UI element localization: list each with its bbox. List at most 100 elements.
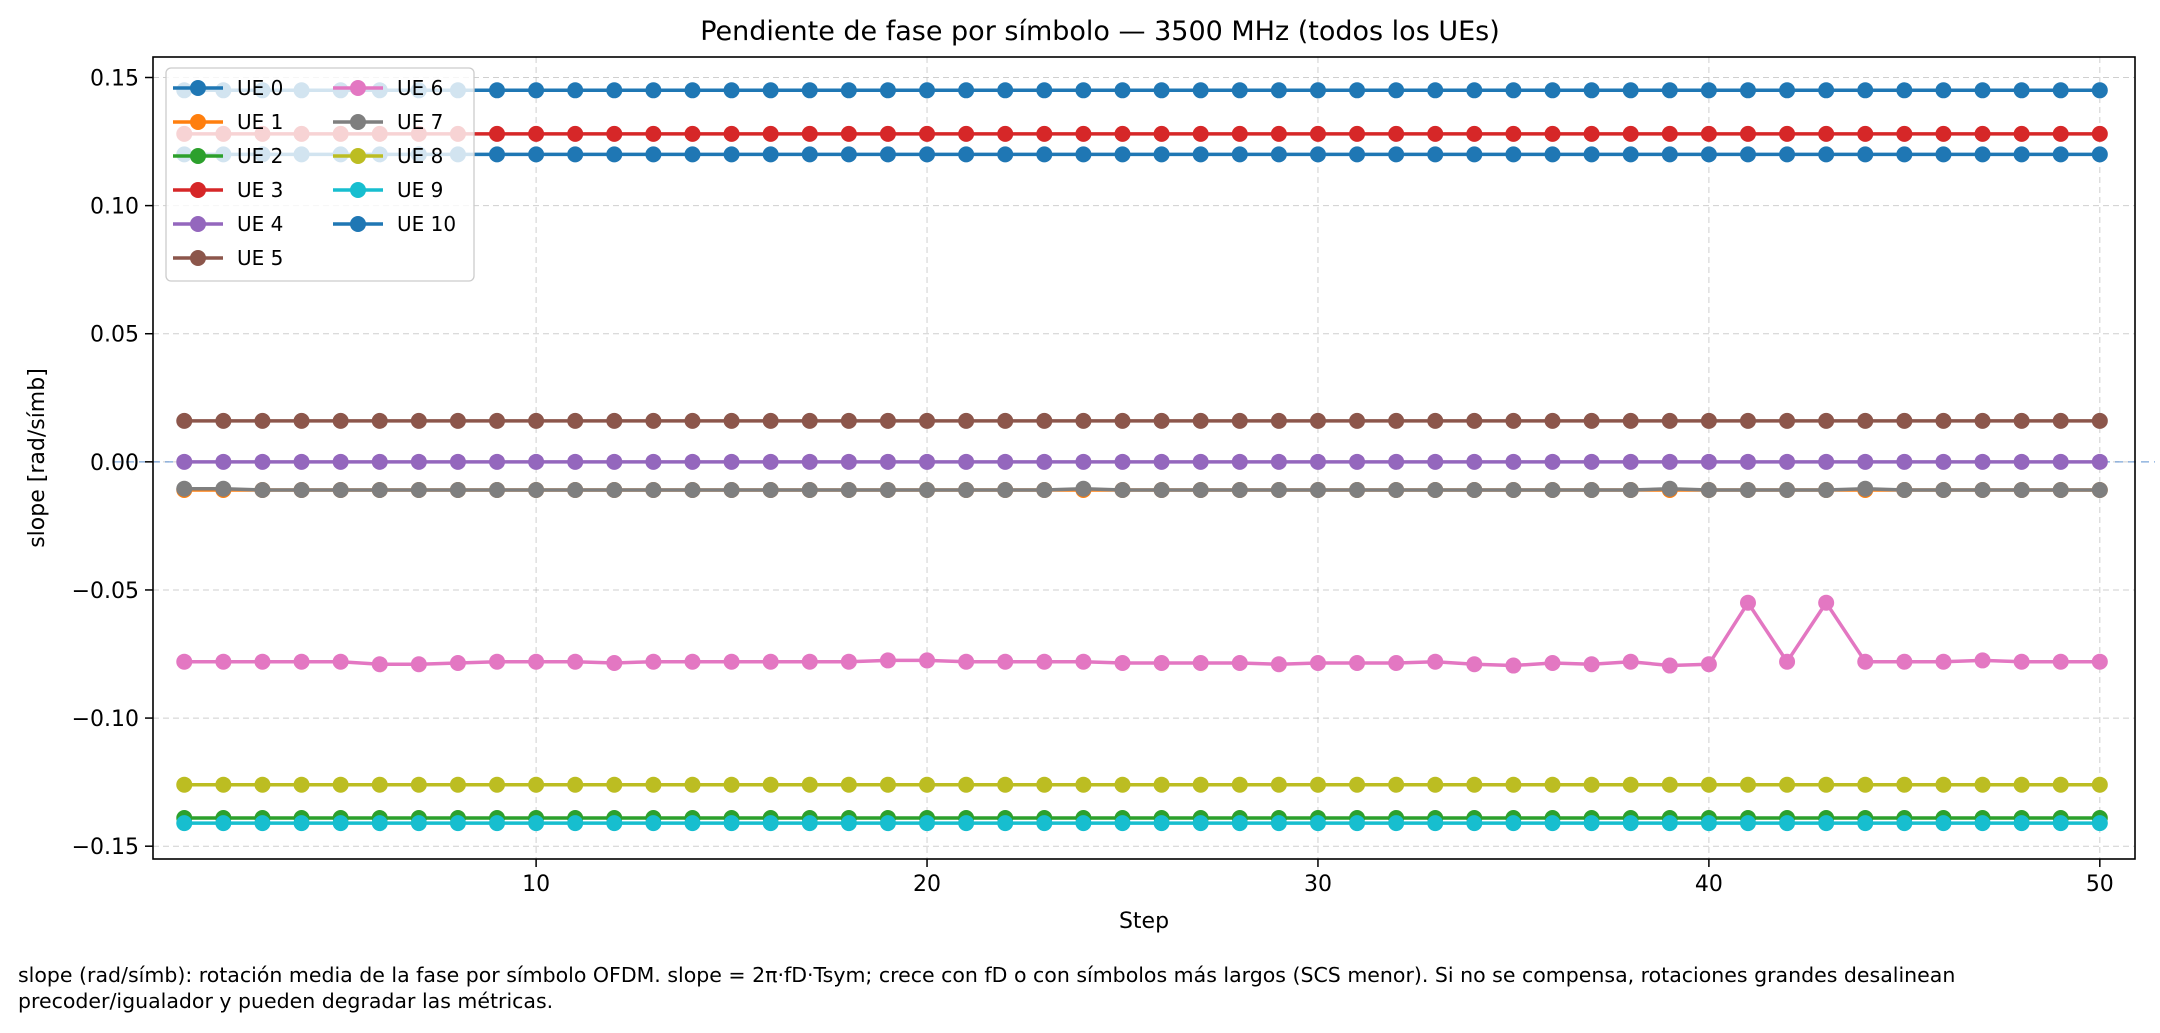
data-point [567, 653, 584, 670]
data-point [2052, 412, 2069, 429]
data-point [1896, 776, 1913, 793]
data-point [1622, 82, 1639, 99]
data-point [215, 453, 232, 470]
data-point [645, 412, 662, 429]
data-point [1896, 482, 1913, 499]
data-point [176, 815, 193, 832]
data-point [2091, 815, 2108, 832]
data-point [332, 412, 349, 429]
data-point [801, 482, 818, 499]
data-point [1388, 654, 1405, 671]
data-point [1583, 482, 1600, 499]
data-point [215, 480, 232, 497]
series-line [184, 601, 2100, 668]
data-point [958, 125, 975, 142]
data-point [801, 412, 818, 429]
data-point [1114, 412, 1131, 429]
data-point [997, 815, 1014, 832]
data-point [449, 654, 466, 671]
data-point [919, 146, 936, 163]
data-point [489, 146, 506, 163]
data-point [1192, 453, 1209, 470]
data-point [1466, 453, 1483, 470]
y-tick-label: 0.10 [90, 195, 139, 220]
data-point [801, 125, 818, 142]
data-point [1700, 412, 1717, 429]
data-point [645, 453, 662, 470]
data-point [1309, 815, 1326, 832]
data-point [1427, 82, 1444, 99]
data-point [1192, 482, 1209, 499]
data-point [2091, 125, 2108, 142]
data-point [489, 412, 506, 429]
data-point [723, 776, 740, 793]
data-point [879, 482, 896, 499]
data-point [1349, 412, 1366, 429]
data-point [1935, 412, 1952, 429]
data-point [215, 776, 232, 793]
data-point [528, 653, 545, 670]
data-point [176, 453, 193, 470]
data-point [1857, 653, 1874, 670]
data-point [1739, 482, 1756, 499]
data-point [762, 653, 779, 670]
data-point [1779, 653, 1796, 670]
data-point [997, 453, 1014, 470]
data-point [1349, 82, 1366, 99]
data-point [1935, 776, 1952, 793]
data-point [1427, 125, 1444, 142]
data-point [215, 815, 232, 832]
data-point [606, 453, 623, 470]
data-point [1505, 82, 1522, 99]
data-point [1779, 453, 1796, 470]
data-point [371, 776, 388, 793]
data-point [723, 82, 740, 99]
data-point [410, 815, 427, 832]
data-point [606, 125, 623, 142]
data-point [997, 82, 1014, 99]
legend-swatch-marker [350, 182, 366, 198]
data-point [293, 776, 310, 793]
data-point [1231, 482, 1248, 499]
data-point [645, 653, 662, 670]
data-point [1231, 654, 1248, 671]
data-point [176, 480, 193, 497]
legend-swatch-marker [190, 250, 206, 266]
data-point [1857, 412, 1874, 429]
data-point [1544, 453, 1561, 470]
data-point [801, 146, 818, 163]
data-point [645, 776, 662, 793]
data-point [1309, 412, 1326, 429]
x-tick-label: 20 [913, 872, 941, 897]
data-point [1466, 82, 1483, 99]
data-point [762, 146, 779, 163]
data-point [684, 125, 701, 142]
data-point [489, 776, 506, 793]
data-point [1779, 125, 1796, 142]
data-point [1505, 453, 1522, 470]
data-point [1700, 82, 1717, 99]
data-point [1192, 125, 1209, 142]
data-point [997, 482, 1014, 499]
data-point [723, 125, 740, 142]
data-point [449, 482, 466, 499]
data-point [1896, 653, 1913, 670]
data-point [684, 653, 701, 670]
data-point [606, 815, 623, 832]
y-tick-label: −0.10 [72, 707, 139, 732]
data-point [1309, 82, 1326, 99]
data-point [840, 776, 857, 793]
data-point [606, 776, 623, 793]
data-point [332, 482, 349, 499]
data-point [762, 776, 779, 793]
data-point [1583, 412, 1600, 429]
data-point [2091, 412, 2108, 429]
legend-label: UE 3 [237, 178, 283, 202]
data-point [1075, 412, 1092, 429]
data-point [1818, 82, 1835, 99]
data-point [254, 412, 271, 429]
data-point [1661, 125, 1678, 142]
data-point [254, 653, 271, 670]
y-tick-label: −0.15 [72, 835, 139, 860]
data-point [1114, 146, 1131, 163]
